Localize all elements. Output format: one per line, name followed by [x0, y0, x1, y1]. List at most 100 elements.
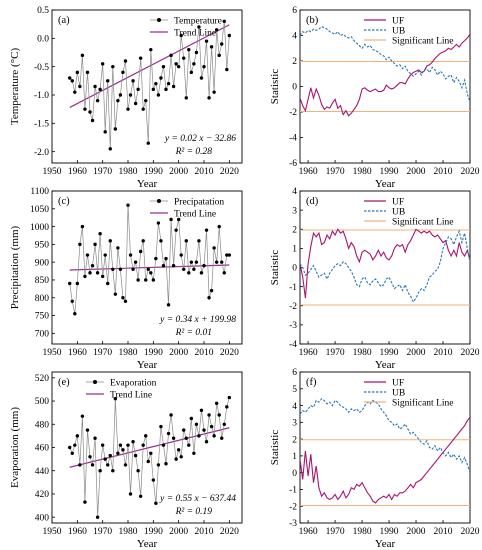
series-line-uf: [300, 33, 470, 117]
data-point: [174, 228, 178, 232]
y-tick-label: 0.0: [37, 35, 49, 45]
data-point: [227, 33, 232, 38]
data-line: [69, 21, 230, 149]
data-point: [116, 451, 120, 456]
x-axis-label: Year: [375, 178, 396, 190]
y-tick-label: -1: [289, 283, 297, 293]
data-point: [106, 463, 110, 467]
data-point: [146, 459, 150, 464]
data-point: [209, 424, 214, 429]
x-tick-label: 2010: [434, 167, 453, 177]
data-point: [116, 246, 120, 250]
x-tick-label: 2010: [434, 348, 453, 358]
data-point: [156, 463, 161, 467]
x-tick-label: 1970: [326, 527, 345, 537]
data-point: [85, 253, 90, 257]
plot-frame: [299, 190, 471, 345]
y-tick-label: -1: [289, 486, 297, 496]
y-tick-label: 480: [35, 420, 50, 430]
data-point: [192, 267, 196, 271]
y-tick-label: 1050: [30, 205, 49, 215]
y-axis-label: Precipitation (mm): [9, 225, 21, 309]
data-point: [144, 98, 148, 103]
data-point: [174, 62, 178, 66]
y-tick-label: 420: [35, 490, 50, 500]
x-tick-label: 1980: [353, 167, 372, 177]
data-point: [202, 264, 206, 268]
data-point: [73, 312, 77, 316]
data-point: [182, 428, 186, 432]
data-point: [189, 70, 194, 75]
data-point: [88, 271, 92, 275]
y-tick-label: 900: [35, 258, 50, 268]
legend-label: Trend Line: [110, 390, 152, 400]
data-point: [174, 457, 178, 461]
data-point: [111, 469, 115, 473]
y-tick-label: 0: [292, 83, 297, 93]
data-point: [194, 50, 199, 55]
y-tick-label: 500: [35, 397, 50, 407]
y-tick-label: -2.0: [34, 148, 49, 158]
data-point: [151, 87, 156, 92]
x-tick-label: 2000: [407, 167, 426, 177]
y-tick-label: 800: [35, 294, 50, 304]
y-tick-label: -0.5: [34, 63, 49, 73]
data-point: [78, 242, 82, 247]
data-point: [90, 463, 95, 467]
y-tick-label: 3: [292, 419, 297, 429]
y-tick-label: 2: [292, 435, 297, 445]
panel-label: (b): [306, 15, 319, 26]
data-point: [164, 462, 168, 466]
plot-frame: [299, 9, 471, 164]
y-tick-label: 2: [292, 57, 297, 67]
panel-label: (f): [306, 377, 317, 388]
panel-d: 1960 1970 1980 1990 2000 2010 2020 -4 -3 -2 -1 0 1 2 3…: [269, 187, 480, 371]
data-point: [214, 260, 219, 264]
data-point: [123, 299, 128, 304]
legend-label: UB: [392, 207, 405, 217]
data-point: [133, 101, 138, 106]
data-point: [189, 260, 194, 264]
data-point: [197, 239, 201, 243]
data-point: [179, 33, 183, 38]
data-point: [90, 264, 95, 268]
data-point: [209, 45, 214, 49]
data-point: [159, 239, 163, 243]
x-tick-label: 2020: [220, 348, 239, 358]
data-point: [83, 500, 87, 504]
y-tick-label: 4: [292, 402, 297, 412]
y-tick-label: 700: [35, 330, 50, 340]
data-point: [197, 434, 201, 438]
data-point: [70, 299, 74, 304]
data-point: [197, 25, 201, 29]
data-point: [212, 434, 216, 438]
data-point: [128, 93, 133, 97]
data-point: [187, 47, 191, 52]
data-point: [136, 278, 140, 282]
data-point: [154, 501, 158, 505]
y-tick-label: -3: [289, 321, 297, 331]
x-tick-label: 1980: [119, 167, 138, 177]
x-tick-label: 2020: [220, 167, 239, 177]
data-point: [164, 87, 168, 92]
y-tick-label: 460: [35, 444, 50, 454]
data-point: [192, 451, 196, 456]
data-point: [80, 414, 85, 418]
data-point: [100, 443, 105, 447]
data-point: [113, 127, 118, 131]
data-point: [131, 267, 135, 271]
data-point: [171, 264, 176, 268]
data-point: [88, 455, 92, 459]
y-tick-label: 950: [35, 241, 50, 251]
y-tick-label: 5: [292, 385, 297, 395]
x-tick-label: 1990: [380, 527, 399, 537]
data-point: [161, 264, 166, 268]
data-point: [189, 416, 194, 421]
data-point: [161, 64, 166, 69]
data-point: [106, 79, 110, 83]
x-tick-label: 1950: [43, 527, 62, 537]
y-tick-label: 4: [292, 32, 297, 42]
y-tick-label: 2: [292, 225, 297, 235]
data-point: [70, 79, 74, 83]
y-tick-label: -3: [289, 519, 297, 529]
